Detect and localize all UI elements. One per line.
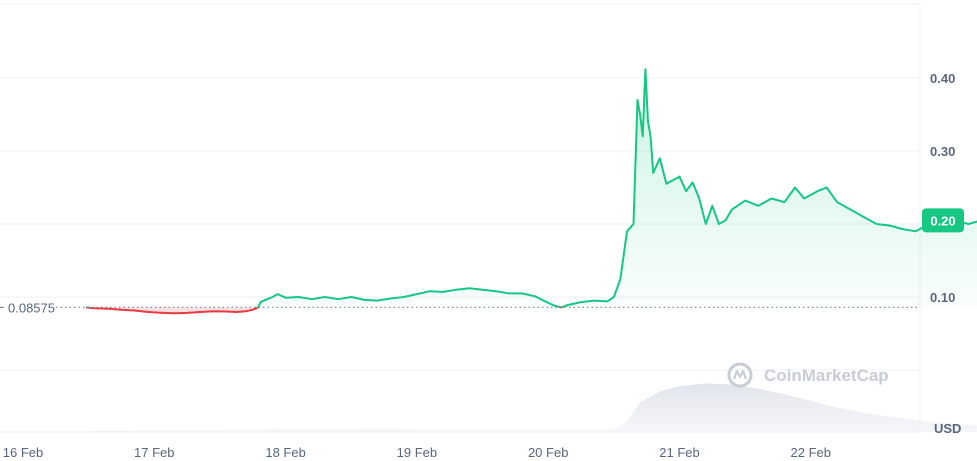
y-tick-label: 0.10 [930,290,955,305]
current-price-badge: 0.20 [922,208,964,233]
y-tick-label: 0.40 [930,71,955,86]
x-tick-label: 20 Feb [528,445,568,460]
coinmarketcap-watermark: CoinMarketCap [727,362,889,388]
current-price-label: 0.20 [930,213,955,228]
x-tick-label: 21 Feb [659,445,699,460]
price-line-below [85,307,565,315]
x-tick-label: 18 Feb [265,445,305,460]
price-area-below [86,307,258,314]
reference-price-label: 0.08575 [8,300,55,315]
x-tick-label: 17 Feb [134,445,174,460]
price-area-above [86,69,977,308]
x-tick-label: 16 Feb [3,445,43,460]
watermark-text: CoinMarketCap [764,366,889,385]
currency-unit-label: USD [934,421,961,436]
volume-area [86,383,977,432]
x-tick-label: 19 Feb [397,445,437,460]
price-line-above [85,68,977,308]
coinmarketcap-logo-icon [727,362,753,388]
x-tick-label: 22 Feb [791,445,831,460]
y-tick-label: 0.30 [930,144,955,159]
reference-price-marker: 0.08575 [0,300,55,315]
x-axis-ticks: 16 Feb 17 Feb 18 Feb 19 Feb 20 Feb 21 Feb 22 F… [3,445,831,460]
